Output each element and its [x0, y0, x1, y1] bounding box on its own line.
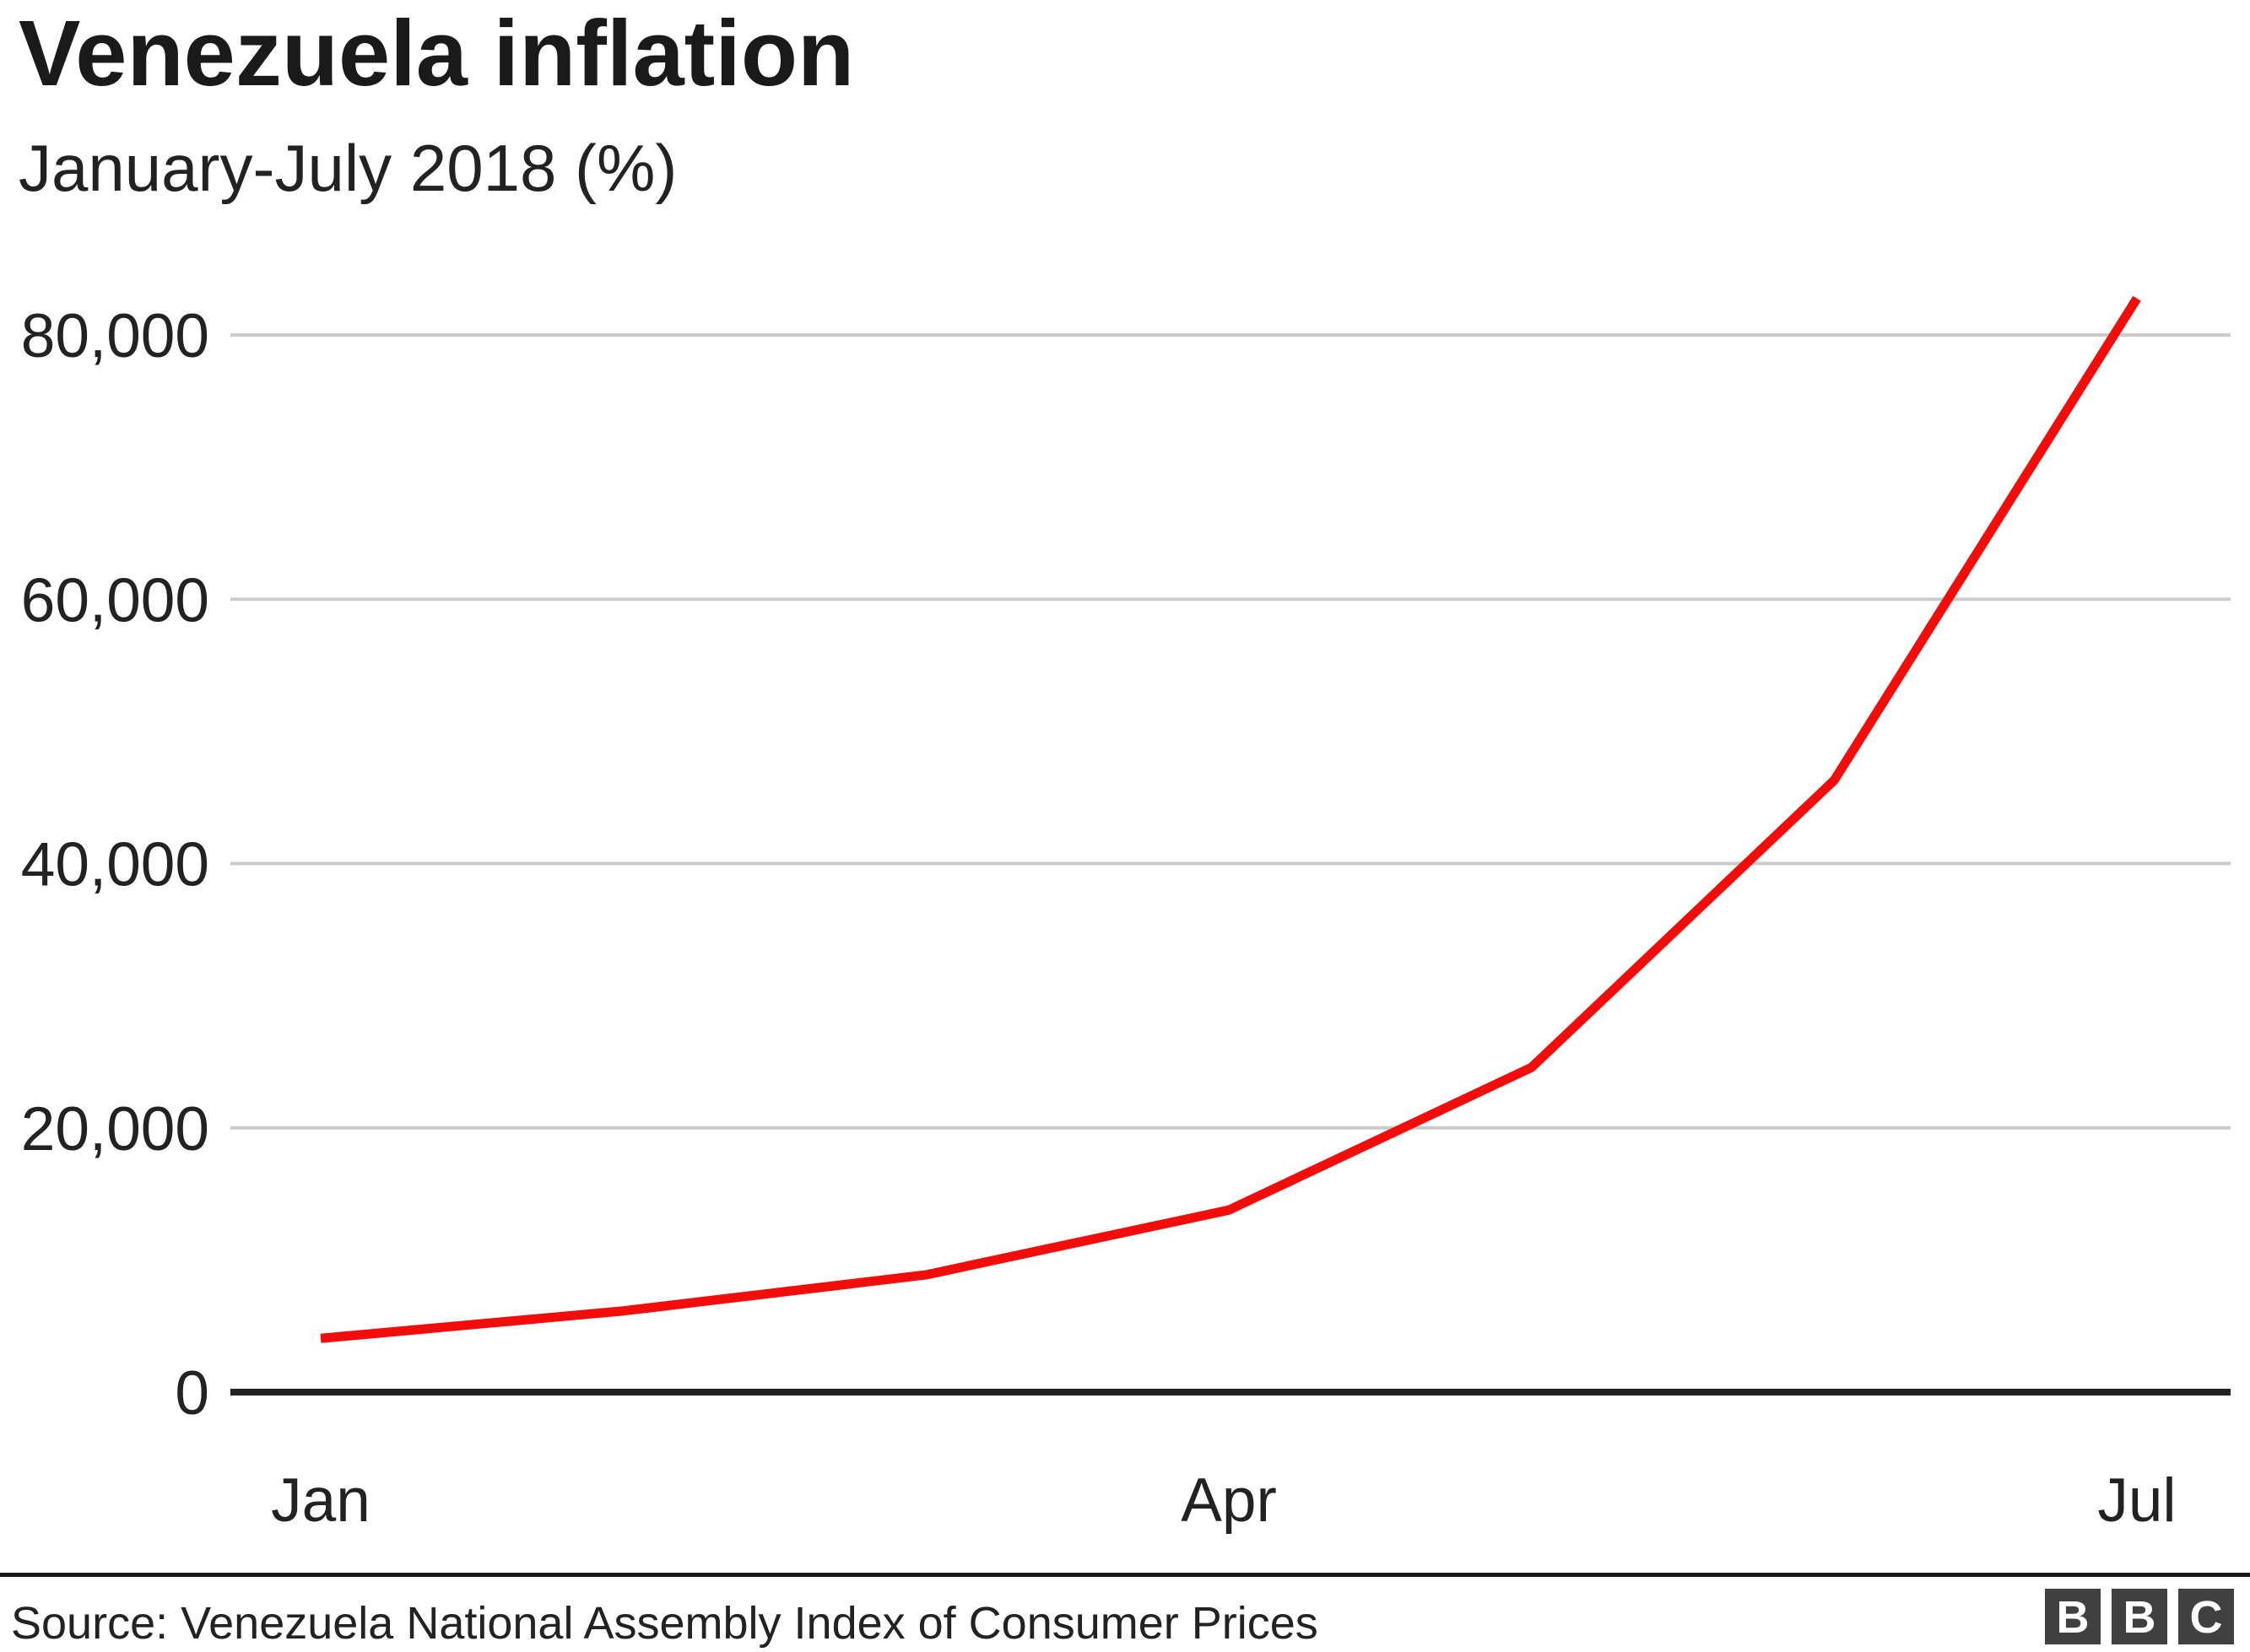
bbc-logo-letter: C — [2190, 1592, 2223, 1643]
bbc-logo-letter: B — [2057, 1592, 2090, 1643]
bbc-logo-square — [2178, 1589, 2234, 1644]
y-axis-tick-label: 60,000 — [21, 566, 209, 634]
x-axis-tick-label: Jan — [271, 1466, 370, 1535]
bbc-logo-square — [2045, 1589, 2101, 1644]
y-axis-tick-label: 80,000 — [21, 302, 209, 370]
y-axis-tick-label: 20,000 — [21, 1095, 209, 1163]
source-text: Source: Venezuela National Assembly Inde… — [11, 1598, 1318, 1649]
x-axis-tick-label: Apr — [1181, 1466, 1277, 1535]
chart-subtitle: January-July 2018 (%) — [19, 131, 677, 205]
bbc-logo-letter: B — [2123, 1592, 2156, 1643]
plot-area: 0 20,000 40,000 60,000 80,000 Jan Apr Jul — [21, 295, 2231, 1535]
chart-title: Venezuela inflation — [19, 2, 854, 105]
y-axis-tick-label: 0 — [175, 1359, 209, 1428]
inflation-line-series — [320, 295, 2141, 1343]
y-axis-tick-label: 40,000 — [21, 831, 209, 899]
bbc-logo-square — [2112, 1589, 2167, 1644]
footer-divider — [0, 1573, 2250, 1577]
x-axis-tick-label: Jul — [2097, 1466, 2176, 1535]
